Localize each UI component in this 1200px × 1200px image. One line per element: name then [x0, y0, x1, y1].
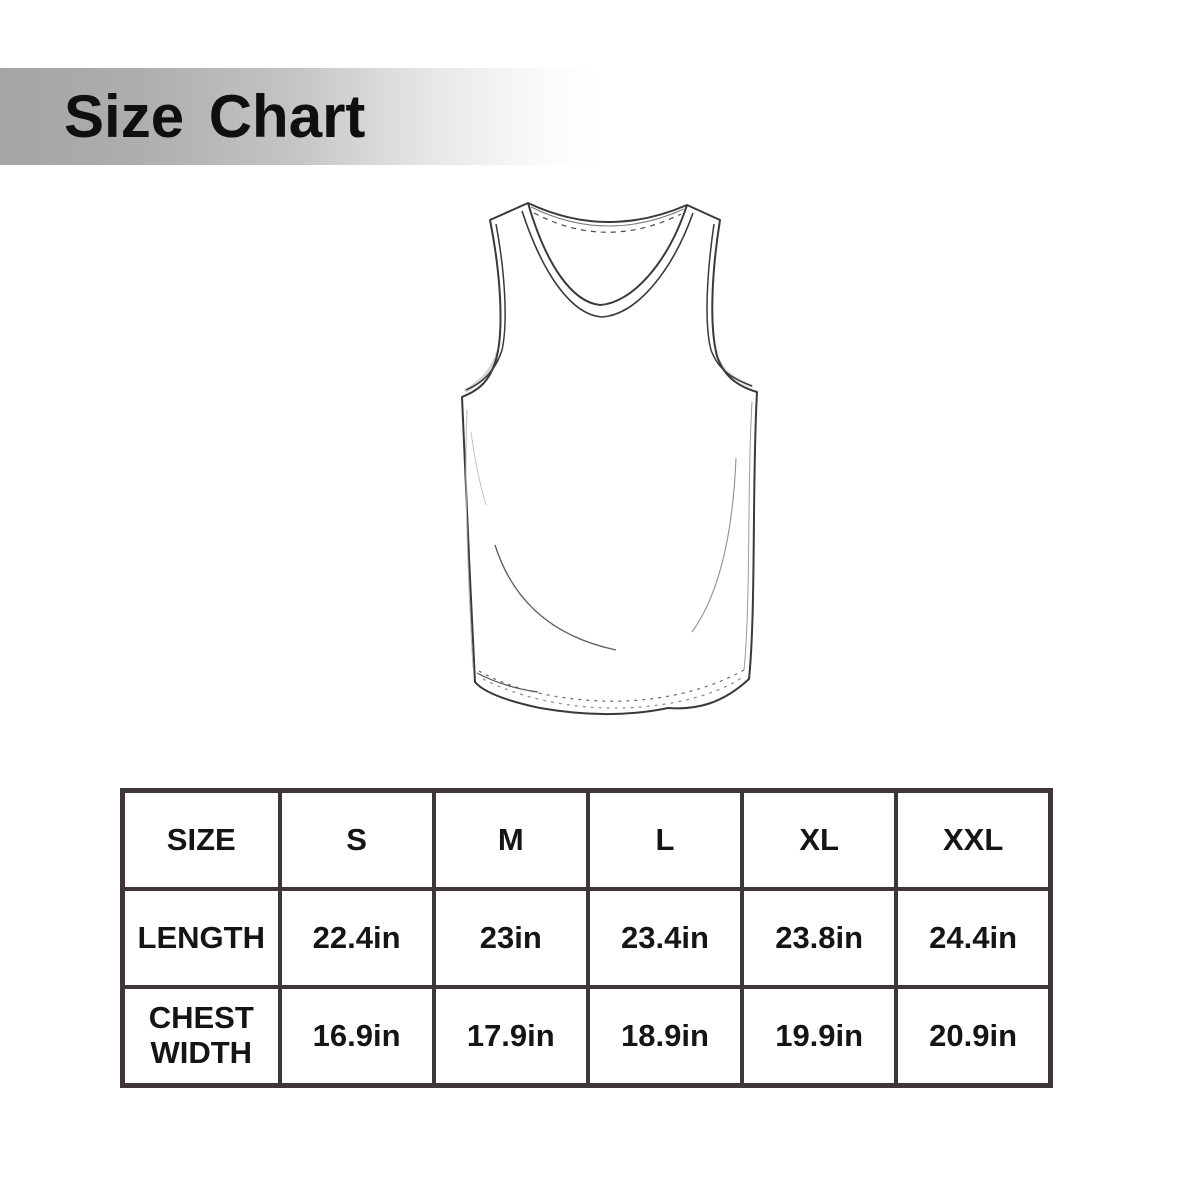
table-header-cell-xxl: XXL — [894, 788, 1053, 891]
table-cell: 16.9in — [277, 985, 436, 1088]
table-cell: 19.9in — [740, 985, 899, 1088]
tank-top-illustration — [400, 180, 820, 740]
table-row-chest-width: CHEST WIDTH 16.9in 17.9in 18.9in 19.9in … — [120, 985, 1053, 1088]
table-header-cell-s: S — [277, 788, 436, 891]
title-banner: Size Chart — [0, 68, 600, 165]
hem-stitching — [476, 669, 745, 709]
row-label-length: LENGTH — [120, 887, 282, 989]
table-header-cell-m: M — [431, 788, 590, 891]
table-cell: 20.9in — [894, 985, 1053, 1088]
table-cell: 17.9in — [431, 985, 590, 1088]
table-header-cell-l: L — [585, 788, 745, 891]
table-cell: 18.9in — [585, 985, 745, 1088]
wrinkle-lines — [470, 431, 737, 651]
side-seams — [465, 401, 753, 671]
armhole-binding — [465, 223, 753, 391]
table-cell: 22.4in — [277, 887, 436, 989]
table-row-length: LENGTH 22.4in 23in 23.4in 23.8in 24.4in — [120, 887, 1053, 989]
table-header-cell-xl: XL — [740, 788, 899, 891]
page-title: Size Chart — [64, 83, 366, 150]
table-header-row: SIZE S M L XL XXL — [120, 788, 1053, 891]
table-cell: 24.4in — [894, 887, 1053, 989]
size-chart-table: SIZE S M L XL XXL LENGTH 22.4in 23in 23.… — [120, 788, 1053, 1088]
table-cell: 23in — [431, 887, 590, 989]
neckline — [521, 202, 694, 318]
table-cell: 23.4in — [585, 887, 745, 989]
table-cell: 23.8in — [740, 887, 899, 989]
row-label-chest-width: CHEST WIDTH — [120, 985, 282, 1088]
table-header-cell-size: SIZE — [120, 788, 282, 891]
tank-top-svg — [461, 202, 758, 715]
tank-top-outline — [461, 202, 758, 715]
